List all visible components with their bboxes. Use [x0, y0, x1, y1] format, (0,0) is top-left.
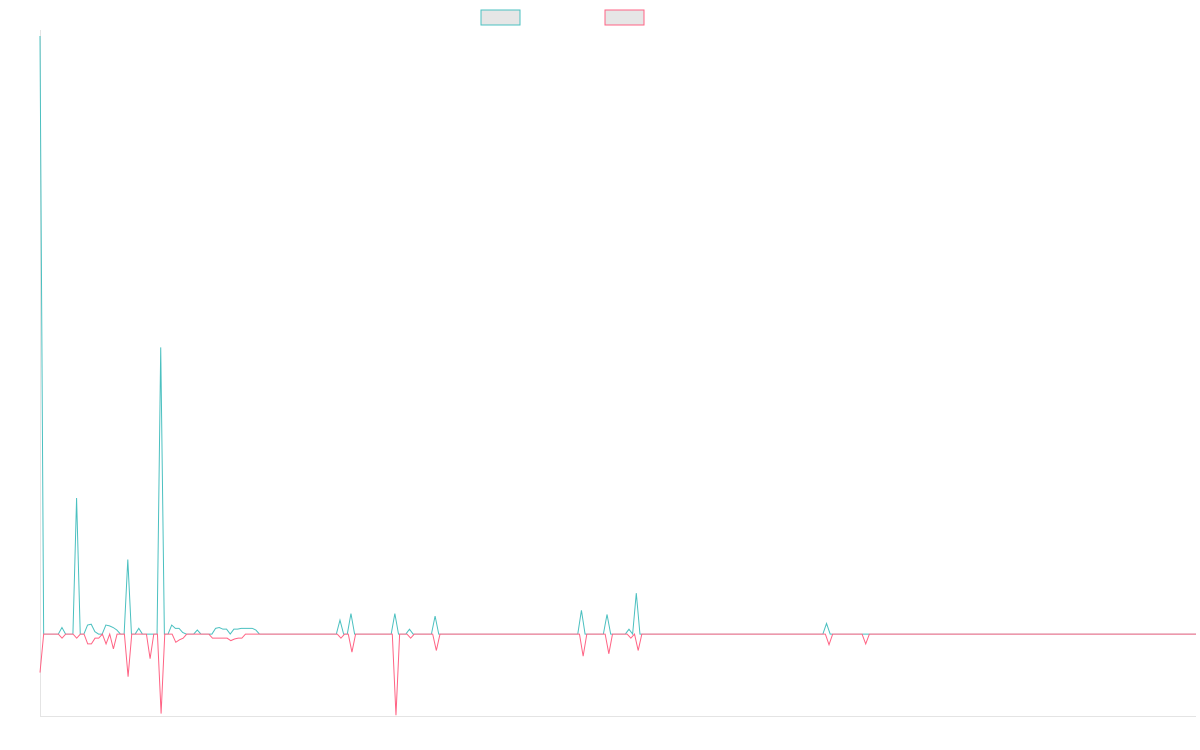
- series-b-line: [39, 632, 1196, 716]
- series-layer: [39, 35, 1196, 716]
- legend-swatch-series-a[interactable]: [480, 9, 521, 26]
- legend-swatch-series-b[interactable]: [604, 9, 645, 26]
- legend: [480, 9, 645, 26]
- series-a-line: [39, 35, 1196, 636]
